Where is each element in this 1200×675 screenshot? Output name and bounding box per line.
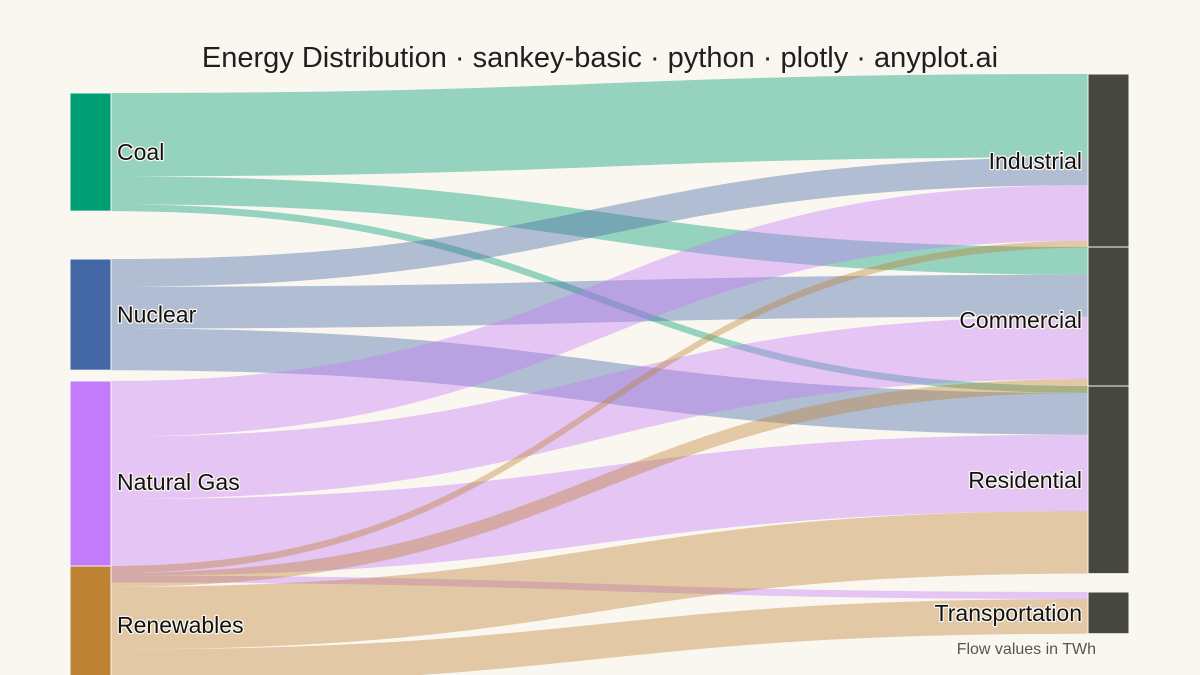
node-renewables[interactable] [69,565,112,675]
node-label-industrial: Industrial [989,148,1082,174]
link-nuclear-to-residential[interactable] [111,328,1088,435]
link-renewables-to-industrial[interactable] [111,240,1088,573]
link-coal-to-commercial[interactable] [111,176,1088,275]
node-label-coal: Coal [117,139,164,165]
link-nuclear-to-commercial[interactable] [111,274,1088,329]
node-coal[interactable] [69,92,112,212]
link-natural-gas-to-transportation[interactable] [111,575,1088,599]
link-nuclear-to-industrial[interactable] [111,157,1088,287]
link-renewables-to-residential[interactable] [111,511,1088,650]
node-industrial[interactable] [1087,73,1130,249]
sankey-nodes [69,73,1130,675]
link-natural-gas-to-industrial[interactable] [111,185,1088,437]
node-label-natural-gas: Natural Gas [117,469,240,495]
node-commercial[interactable] [1087,246,1130,394]
link-natural-gas-to-commercial[interactable] [111,316,1088,500]
node-label-commercial: Commercial [959,307,1082,333]
node-nuclear[interactable] [69,258,112,371]
node-transportation[interactable] [1087,591,1130,635]
link-coal-to-residential[interactable] [111,204,1088,393]
link-coal-to-industrial[interactable] [111,74,1088,177]
sankey-links [111,74,1088,675]
link-natural-gas-to-residential[interactable] [111,434,1088,576]
node-label-nuclear: Nuclear [117,302,197,328]
chart-title: Energy Distribution · sankey-basic · pyt… [202,42,998,74]
node-natural-gas[interactable] [69,380,112,584]
node-label-residential: Residential [968,467,1082,493]
sankey-labels: Coal Nuclear Natural Gas Renewables Industri… [116,138,1084,640]
link-renewables-to-commercial[interactable] [111,379,1088,587]
node-label-transportation: Transportation [935,600,1082,626]
link-renewables-to-transportation[interactable] [111,598,1088,675]
node-residential[interactable] [1087,385,1130,575]
units-note: Flow values in TWh [957,641,1096,658]
node-label-renewables: Renewables [117,612,244,638]
